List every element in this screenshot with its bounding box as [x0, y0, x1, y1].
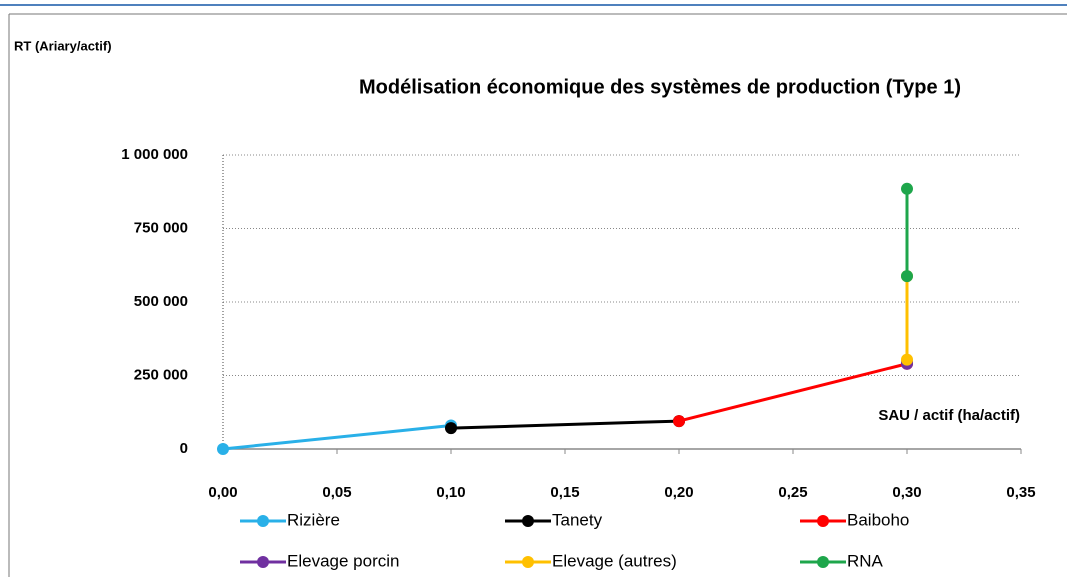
legend-label: Tanety — [552, 510, 603, 529]
x-tick-label: 0,30 — [892, 484, 921, 501]
x-tick-label: 0,25 — [778, 484, 807, 501]
series-line — [222, 423, 452, 451]
legend-marker — [257, 556, 269, 568]
series-line — [678, 362, 908, 423]
data-point — [673, 415, 685, 428]
legend-label: Baiboho — [847, 510, 909, 529]
data-point — [901, 353, 913, 366]
legend-marker — [522, 556, 534, 568]
legend-label: Rizière — [287, 510, 340, 529]
legend-marker — [522, 515, 534, 527]
legend-label: Elevage (autres) — [552, 551, 677, 570]
y-tick-label: 250 000 — [134, 366, 188, 383]
legend-marker — [257, 515, 269, 527]
x-axis-title: SAU / actif (ha/actif) — [878, 407, 1020, 424]
legend-marker — [817, 556, 829, 568]
data-point — [901, 182, 913, 195]
legend-marker — [817, 515, 829, 527]
y-tick-label: 1 000 000 — [121, 146, 188, 163]
data-point — [217, 443, 229, 455]
x-tick-label: 0,35 — [1006, 484, 1035, 501]
series-line — [450, 419, 680, 430]
x-tick-label: 0,05 — [322, 484, 351, 501]
x-tick-label: 0,00 — [208, 484, 237, 501]
y-tick-label: 0 — [180, 440, 188, 457]
data-point — [901, 270, 913, 283]
chart-title: Modélisation économique des systèmes de … — [359, 76, 961, 98]
x-tick-label: 0,10 — [436, 484, 465, 501]
x-tick-label: 0,15 — [550, 484, 579, 501]
x-tick-label: 0,20 — [664, 484, 693, 501]
y-axis-title: RT (Ariary/actif) — [14, 38, 112, 53]
y-tick-label: 750 000 — [134, 219, 188, 236]
legend-label: Elevage porcin — [287, 551, 399, 570]
y-tick-label: 500 000 — [134, 293, 188, 310]
data-point — [445, 422, 457, 435]
legend-label: RNA — [847, 551, 884, 570]
